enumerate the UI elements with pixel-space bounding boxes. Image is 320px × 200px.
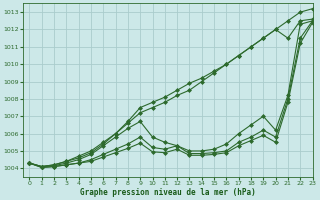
- X-axis label: Graphe pression niveau de la mer (hPa): Graphe pression niveau de la mer (hPa): [80, 188, 256, 197]
